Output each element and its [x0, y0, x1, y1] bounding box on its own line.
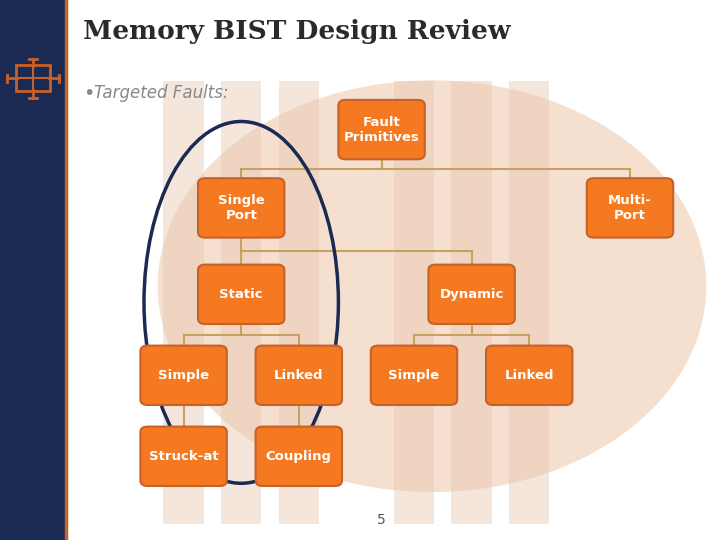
FancyBboxPatch shape — [338, 100, 425, 159]
Text: Linked: Linked — [505, 369, 554, 382]
Text: Targeted Faults:: Targeted Faults: — [94, 84, 228, 102]
FancyBboxPatch shape — [140, 346, 227, 405]
Text: Coupling: Coupling — [266, 450, 332, 463]
FancyBboxPatch shape — [256, 346, 342, 405]
Text: Memory BIST Design Review: Memory BIST Design Review — [83, 19, 510, 44]
Text: 5: 5 — [377, 512, 386, 526]
Text: Static: Static — [220, 288, 263, 301]
FancyBboxPatch shape — [256, 427, 342, 486]
FancyBboxPatch shape — [140, 427, 227, 486]
Text: Simple: Simple — [388, 369, 440, 382]
FancyBboxPatch shape — [428, 265, 515, 324]
Text: Linked: Linked — [274, 369, 323, 382]
FancyBboxPatch shape — [198, 178, 284, 238]
Circle shape — [158, 81, 706, 491]
Text: Fault
Primitives: Fault Primitives — [343, 116, 420, 144]
FancyBboxPatch shape — [486, 346, 572, 405]
Text: Simple: Simple — [158, 369, 210, 382]
Bar — [451, 81, 492, 524]
Bar — [394, 81, 434, 524]
Text: Single
Port: Single Port — [218, 194, 264, 222]
Text: Dynamic: Dynamic — [439, 288, 504, 301]
Bar — [279, 81, 319, 524]
FancyBboxPatch shape — [587, 178, 673, 238]
FancyBboxPatch shape — [198, 265, 284, 324]
Text: •: • — [83, 84, 94, 103]
Bar — [163, 81, 204, 524]
Bar — [221, 81, 261, 524]
Bar — [509, 81, 549, 524]
FancyBboxPatch shape — [371, 346, 457, 405]
Text: Struck-at: Struck-at — [149, 450, 218, 463]
Text: Multi-
Port: Multi- Port — [608, 194, 652, 222]
Bar — [0, 0, 66, 540]
